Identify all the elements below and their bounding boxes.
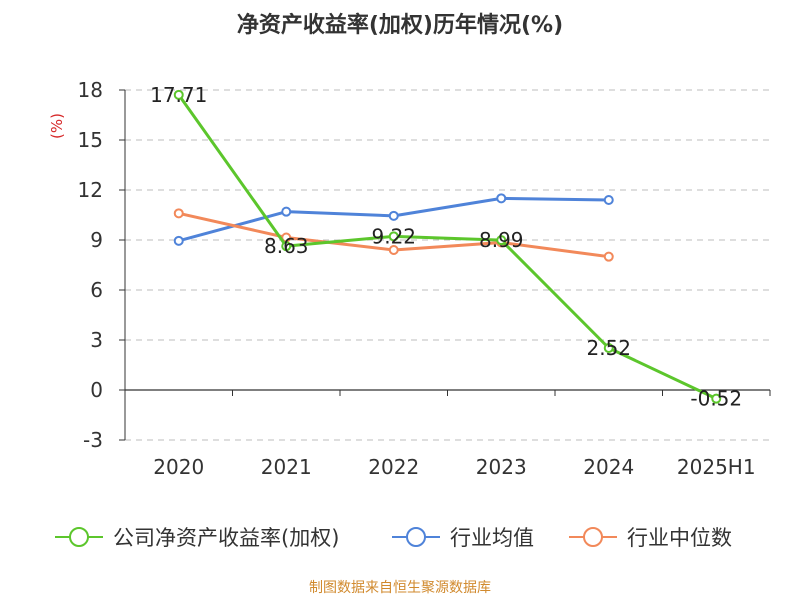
series-line-0 <box>177 93 717 401</box>
y-tick-label: 0 <box>90 378 103 402</box>
y-tick-label: 18 <box>78 78 103 102</box>
data-label: -0.52 <box>690 387 742 411</box>
x-tick-label: 2023 <box>476 455 527 479</box>
x-tick-label: 2022 <box>368 455 419 479</box>
y-tick-label: 12 <box>78 178 103 202</box>
series <box>173 89 722 404</box>
chart-title: 净资产收益率(加权)历年情况(%) <box>237 12 563 38</box>
series-point-0 <box>496 235 507 246</box>
y-tick-label: -3 <box>83 428 103 452</box>
data-label: 2.52 <box>586 336 631 360</box>
y-tick-label: 3 <box>90 328 103 352</box>
legend-item-1[interactable]: 行业均值 <box>392 526 534 550</box>
x-tick-label: 2020 <box>153 455 204 479</box>
series-point-1 <box>173 235 184 246</box>
x-tick-label: 2025H1 <box>677 455 756 479</box>
data-label: 9.22 <box>371 224 416 248</box>
series-point-0 <box>173 89 184 100</box>
y-tick-label: 6 <box>90 278 103 302</box>
series-point-2 <box>388 245 399 255</box>
series-point-0 <box>388 231 399 242</box>
y-axis-label: (%) <box>48 113 66 139</box>
series-point-1 <box>496 193 507 204</box>
y-tick-label: 9 <box>90 228 103 252</box>
x-tick-label: 2024 <box>583 455 634 479</box>
series-point-0 <box>603 343 614 353</box>
series-point-1 <box>603 195 614 205</box>
legend-marker <box>583 527 603 547</box>
legend[interactable]: 公司净资产收益率(加权) 行业均值 行业中位数 <box>55 526 732 550</box>
series-point-2 <box>173 208 184 219</box>
legend-label: 行业中位数 <box>627 526 732 550</box>
series-point-0 <box>711 393 722 404</box>
legend-label: 行业均值 <box>450 526 534 550</box>
grid <box>125 89 770 441</box>
x-tick-label: 2021 <box>261 455 312 479</box>
source-note: 制图数据来自恒生聚源数据库 <box>309 580 491 596</box>
series-point-1 <box>281 206 292 217</box>
legend-item-0[interactable]: 公司净资产收益率(加权) <box>55 526 339 550</box>
data-label: 8.99 <box>479 228 524 252</box>
series-point-0 <box>281 241 292 252</box>
data-labels: 17.71 8.63 9.22 8.99 2.52 -0.52 <box>150 83 742 411</box>
legend-item-2[interactable]: 行业中位数 <box>569 526 732 550</box>
legend-marker <box>69 527 89 547</box>
legend-marker <box>406 527 426 547</box>
axes: 18 15 12 9 6 3 0 -3 2020 2021 2022 2023 2024 2025H1 <box>78 78 771 479</box>
series-point-1 <box>388 210 399 221</box>
data-label: 8.63 <box>264 234 309 258</box>
series-point-2 <box>603 251 614 262</box>
data-label: 17.71 <box>150 83 207 107</box>
legend-label: 公司净资产收益率(加权) <box>113 526 339 550</box>
y-tick-label: 15 <box>78 128 103 152</box>
